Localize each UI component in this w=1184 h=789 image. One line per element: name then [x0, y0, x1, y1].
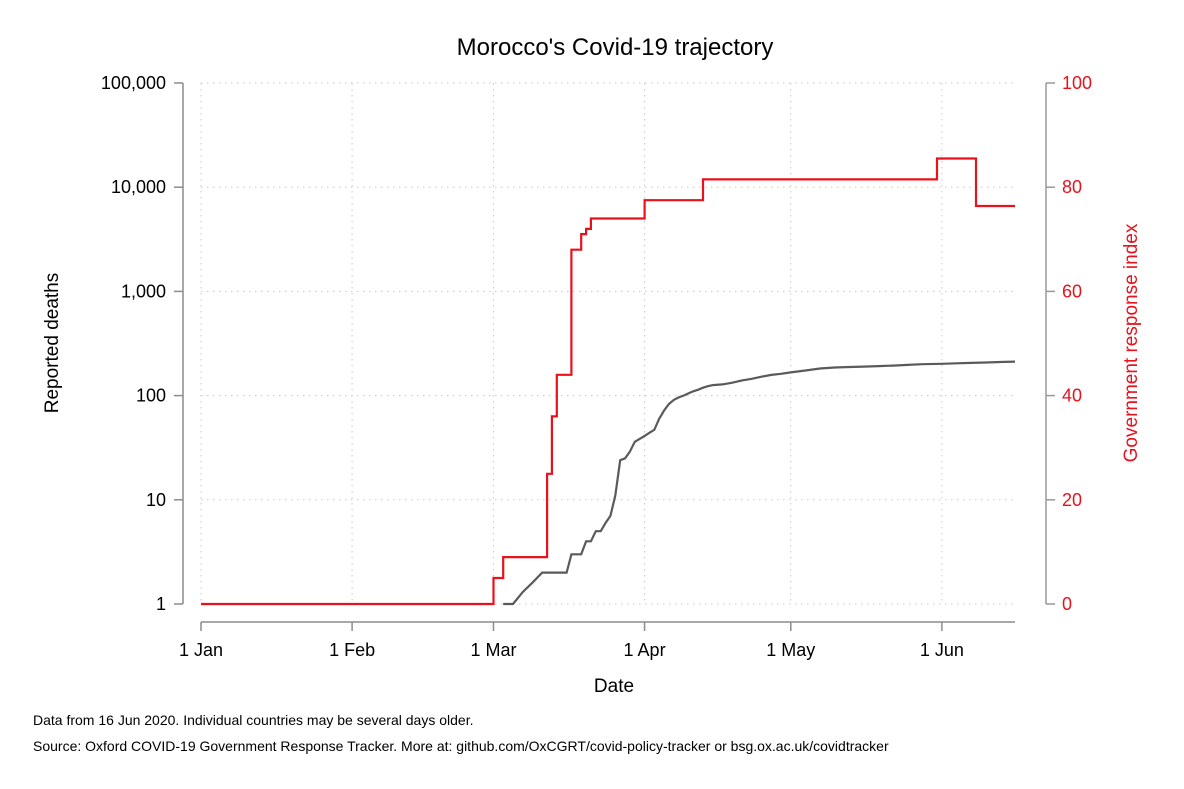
y-axis-left-tick-label: 10	[146, 490, 166, 510]
y-axis-right-tick-label: 20	[1062, 490, 1082, 510]
deaths-series-line	[503, 360, 1016, 606]
y-axis-left-title: Reported deaths	[42, 273, 63, 414]
y-axis-right-tick-label: 60	[1062, 281, 1082, 301]
x-axis-tick-label: 1 Feb	[329, 640, 375, 660]
axes: 1 10 100 1,000 10,000 100,000 0 20 40 60 80 100 1 Ja…	[101, 73, 1092, 660]
x-axis-tick-label: 1 Apr	[624, 640, 666, 660]
x-axis-title: Date	[594, 676, 634, 697]
x-axis-tick-label: 1 Jun	[920, 640, 964, 660]
y-axis-left-tick-label: 1	[156, 594, 166, 614]
footnote-source: Source: Oxford COVID-19 Government Respo…	[33, 738, 889, 754]
y-axis-left-tick-label: 100	[136, 386, 166, 406]
y-axis-left-tick-label: 10,000	[111, 177, 166, 197]
y-axis-right-title: Government response index	[1121, 223, 1142, 462]
x-axis-tick-label: 1 Mar	[470, 640, 516, 660]
response-index-series-line	[201, 157, 1015, 606]
y-axis-right-tick-label: 80	[1062, 177, 1082, 197]
y-axis-right-tick-label: 0	[1062, 594, 1072, 614]
grid-lines	[200, 82, 1015, 605]
y-axis-left-tick-label: 1,000	[121, 281, 166, 301]
series-lines	[201, 157, 1016, 606]
y-axis-left-tick-label: 100,000	[101, 73, 166, 93]
x-axis-tick-label: 1 Jan	[179, 640, 223, 660]
chart: Morocco's Covid-19 trajectory 1 10 100 1,00…	[42, 34, 1142, 697]
chart-title: Morocco's Covid-19 trajectory	[457, 34, 774, 61]
y-axis-right-tick-label: 40	[1062, 386, 1082, 406]
x-axis-tick-label: 1 May	[766, 640, 815, 660]
y-axis-right-tick-label: 100	[1062, 73, 1092, 93]
footnote-data-date: Data from 16 Jun 2020. Individual countr…	[33, 712, 474, 728]
